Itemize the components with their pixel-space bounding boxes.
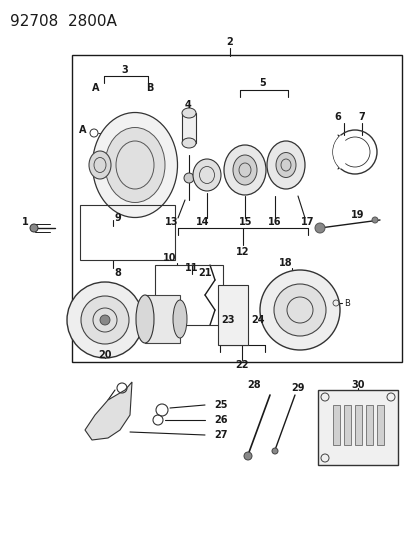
Bar: [218, 285, 247, 345]
Ellipse shape: [89, 151, 111, 179]
Text: 15: 15: [239, 217, 252, 227]
Text: 2: 2: [226, 37, 233, 47]
Circle shape: [81, 296, 129, 344]
Circle shape: [273, 284, 325, 336]
Text: 19: 19: [350, 210, 364, 220]
Ellipse shape: [92, 112, 177, 217]
Ellipse shape: [105, 127, 165, 203]
Ellipse shape: [233, 155, 256, 185]
Text: 25: 25: [214, 400, 227, 410]
Bar: [80, 205, 175, 260]
Circle shape: [371, 217, 377, 223]
Bar: [376, 405, 383, 445]
Text: 5: 5: [259, 78, 266, 88]
Text: 3: 3: [121, 65, 128, 75]
Circle shape: [259, 270, 339, 350]
Text: 7: 7: [358, 112, 365, 122]
Bar: [72, 55, 401, 362]
Text: 6: 6: [334, 112, 341, 122]
Text: 27: 27: [214, 430, 227, 440]
Ellipse shape: [223, 145, 266, 195]
Bar: [182, 113, 195, 143]
Text: A: A: [92, 83, 100, 93]
Ellipse shape: [266, 141, 304, 189]
Bar: [317, 390, 397, 465]
Text: 8: 8: [114, 268, 121, 278]
Text: 20: 20: [98, 350, 112, 360]
Ellipse shape: [173, 300, 187, 338]
Text: 10: 10: [163, 253, 176, 263]
Text: 4: 4: [184, 100, 191, 110]
Ellipse shape: [275, 152, 295, 177]
Circle shape: [243, 452, 252, 460]
Text: B: B: [343, 298, 349, 308]
Text: 1: 1: [21, 217, 28, 227]
Bar: [154, 265, 223, 325]
Bar: [343, 405, 350, 445]
Text: 21: 21: [198, 268, 211, 278]
Text: 14: 14: [196, 217, 209, 227]
Text: 29: 29: [291, 383, 304, 393]
Text: A: A: [79, 125, 87, 135]
Polygon shape: [85, 382, 132, 440]
Circle shape: [30, 224, 38, 232]
Circle shape: [100, 315, 110, 325]
Ellipse shape: [192, 159, 221, 191]
Circle shape: [271, 448, 277, 454]
Text: 92708  2800A: 92708 2800A: [10, 14, 116, 29]
Bar: [365, 405, 372, 445]
Bar: [332, 405, 339, 445]
Text: B: B: [146, 83, 153, 93]
Circle shape: [67, 282, 142, 358]
Circle shape: [183, 173, 194, 183]
Text: 11: 11: [185, 263, 198, 273]
Bar: [145, 295, 180, 343]
Text: 13: 13: [165, 217, 178, 227]
Text: 24: 24: [251, 315, 264, 325]
Text: 18: 18: [278, 258, 292, 268]
Bar: [354, 405, 361, 445]
Ellipse shape: [182, 108, 195, 118]
Text: 26: 26: [214, 415, 227, 425]
Ellipse shape: [136, 295, 154, 343]
Text: 9: 9: [114, 213, 121, 223]
Text: 23: 23: [221, 315, 234, 325]
Ellipse shape: [182, 138, 195, 148]
Text: 30: 30: [350, 380, 364, 390]
Text: 28: 28: [247, 380, 260, 390]
Text: 17: 17: [301, 217, 314, 227]
Text: 12: 12: [236, 247, 249, 257]
Wedge shape: [332, 135, 354, 169]
Circle shape: [314, 223, 324, 233]
Text: 22: 22: [235, 360, 248, 370]
Text: 16: 16: [268, 217, 281, 227]
